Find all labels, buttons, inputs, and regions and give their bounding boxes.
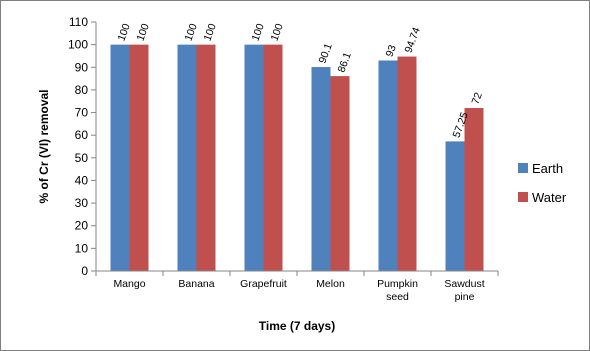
y-tick-label: 70 <box>75 106 89 120</box>
x-category-label-line: Pumpkin <box>377 278 418 290</box>
x-category-label-line: seed <box>386 291 409 303</box>
legend-label-earth: Earth <box>532 161 563 176</box>
bar-water <box>129 44 149 271</box>
y-tick-label: 30 <box>75 196 89 210</box>
data-label-water: 94.74 <box>403 26 423 55</box>
bar-earth <box>311 67 331 272</box>
y-tick-label: 0 <box>81 264 88 278</box>
x-axis-title: Time (7 days) <box>259 319 335 333</box>
x-category-label: Banana <box>178 278 214 290</box>
bar-earth <box>177 44 197 271</box>
bar-earth <box>445 141 465 271</box>
y-tick-label: 50 <box>75 151 89 165</box>
data-label-water: 72 <box>470 91 485 106</box>
x-category-label-line: Grapefruit <box>240 278 287 290</box>
bar-earth <box>244 44 264 271</box>
data-label-water: 100 <box>135 22 152 43</box>
y-tick-label: 110 <box>69 15 88 29</box>
x-category-label: Melon <box>316 278 345 290</box>
x-category-label-line: Sawdust <box>444 278 484 290</box>
bar-water <box>263 44 283 271</box>
y-tick-label: 10 <box>75 241 89 255</box>
legend-swatch-water <box>518 192 528 202</box>
data-label-earth: 100 <box>116 22 133 43</box>
x-category-label-line: Melon <box>316 278 345 290</box>
x-category-label-line: pine <box>455 291 475 303</box>
y-axis-title: % of Cr (VI) removal <box>37 89 51 203</box>
x-category-label: Pumpkin seed <box>377 278 418 303</box>
data-label-water: 100 <box>269 22 286 43</box>
x-category-label-line: Mango <box>113 278 145 290</box>
bars-group <box>110 44 484 272</box>
y-tick-label: 40 <box>75 173 89 187</box>
legend-swatch-earth <box>518 163 528 173</box>
y-tick-label: 90 <box>75 60 89 74</box>
bar-water <box>330 76 350 271</box>
data-label-water: 100 <box>202 22 219 43</box>
y-tick-label: 80 <box>75 83 89 97</box>
x-category-label: Sawdust pine <box>444 278 484 303</box>
y-tick-label: 100 <box>68 38 88 52</box>
data-label-earth: 90.1 <box>317 42 335 65</box>
x-category-label: Grapefruit <box>240 278 287 290</box>
data-label-earth: 93 <box>384 43 399 58</box>
legend: Earth Water <box>518 161 567 205</box>
data-label-water: 86.1 <box>336 51 354 74</box>
axes-group: 0 10 20 30 40 50 60 70 80 90 100 110 Mango Banana Grap… <box>68 15 499 303</box>
legend-label-water: Water <box>532 190 567 205</box>
y-tick-label: 60 <box>75 128 89 142</box>
bar-earth <box>378 60 398 272</box>
bar-earth <box>110 44 130 271</box>
bar-water <box>397 56 417 271</box>
bar-water <box>464 108 484 271</box>
x-category-label-line: Banana <box>178 278 214 290</box>
data-label-earth: 100 <box>183 22 200 43</box>
x-category-label: Mango <box>113 278 145 290</box>
bar-water <box>196 44 216 271</box>
y-tick-label: 20 <box>75 219 89 233</box>
data-label-earth: 100 <box>250 22 267 43</box>
